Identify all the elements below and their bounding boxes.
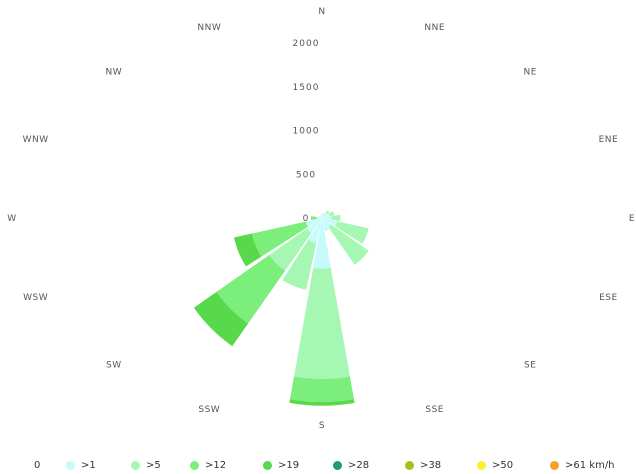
petal-ne-gt5 <box>325 210 330 215</box>
direction-label-nne: NNE <box>424 23 445 33</box>
radial-tick-500: 500 <box>296 170 316 180</box>
petal-wsw-gt12 <box>251 221 309 257</box>
radial-tick-1500: 1500 <box>293 83 320 93</box>
petal-sw-gt1 <box>306 218 322 234</box>
petal-wsw-gt1 <box>305 218 322 227</box>
direction-label-ne: NE <box>523 68 536 78</box>
radial-tick-1000: 1000 <box>293 127 320 137</box>
legend-item-gt38[interactable]: >38 <box>405 456 441 474</box>
direction-label-e: E <box>629 214 635 224</box>
petal-ene-gt5 <box>328 211 335 217</box>
petal-ne-gt1 <box>322 212 328 218</box>
petal-sw-gt12 <box>216 254 286 324</box>
petal-nw-gt1 <box>319 215 322 218</box>
petal-sw-gt5 <box>269 228 312 271</box>
legend-label: 0 <box>34 459 41 471</box>
petal-ese-gt5 <box>335 221 369 244</box>
legend-swatch <box>550 460 559 470</box>
legend-swatch <box>405 460 414 470</box>
legend-label: >38 <box>420 459 442 471</box>
legend-item-gt50[interactable]: >50 <box>477 456 513 474</box>
petal-s-gt12 <box>290 376 354 402</box>
direction-label-n: N <box>318 7 325 17</box>
petal-ese-gt1 <box>322 218 338 227</box>
radial-tick-2000: 2000 <box>293 39 320 49</box>
petal-sse-gt1 <box>322 218 330 232</box>
petal-e-gt5 <box>331 214 341 222</box>
legend-label: >50 <box>492 459 514 471</box>
legend-label: >28 <box>348 459 370 471</box>
legend-swatch <box>333 460 342 470</box>
petal-se-gt1 <box>322 218 332 228</box>
direction-label-ssw: SSW <box>198 405 220 415</box>
legend-item-gt61[interactable]: >61 km/h <box>550 456 615 474</box>
petal-ssw-gt1 <box>308 218 322 244</box>
petal-sw-gt19 <box>193 291 249 347</box>
direction-label-sw: SW <box>106 360 122 370</box>
petal-nnw-gt1 <box>320 215 322 218</box>
legend-item-gt12[interactable]: >12 <box>190 456 226 474</box>
legend-item-0[interactable]: 0 <box>34 456 40 474</box>
direction-labels: N NNE NE ENE E ESE SE SSE S SSW SW WSW W WNW NW NNW <box>7 7 635 431</box>
legend-swatch <box>263 460 272 470</box>
petal-w-gt1 <box>316 217 322 219</box>
legend-label: >1 <box>81 459 96 471</box>
petal-w-gt12 <box>310 216 317 220</box>
legend-item-gt28[interactable]: >28 <box>333 456 369 474</box>
legend: 0 >1 >5 >12 >19 >28 >38 >50 >61 km/h <box>0 456 636 474</box>
direction-label-ese: ESE <box>599 293 618 303</box>
direction-label-wsw: WSW <box>23 293 48 303</box>
legend-swatch <box>190 460 199 470</box>
direction-label-sse: SSE <box>425 405 444 415</box>
petal-e-gt1 <box>322 216 332 220</box>
legend-label: >61 km/h <box>565 459 615 471</box>
petal-nne-gt1 <box>322 212 325 218</box>
petal-n-gt1 <box>321 213 323 218</box>
petal-ene-gt1 <box>322 213 331 218</box>
petal-se-gt5 <box>328 224 369 265</box>
petal-ssw-gt5 <box>282 239 317 290</box>
petal-s-gt19 <box>289 399 355 406</box>
legend-label: >12 <box>205 459 227 471</box>
direction-label-wnw: WNW <box>23 135 49 145</box>
wind-rose-petals <box>193 210 369 406</box>
legend-label: >19 <box>278 459 300 471</box>
petal-wsw-gt19 <box>233 233 262 267</box>
direction-label-se: SE <box>524 360 536 370</box>
legend-label: >5 <box>146 459 161 471</box>
legend-item-gt5[interactable]: >5 <box>131 456 161 474</box>
radial-axis-labels: 0 500 1000 1500 2000 <box>293 39 320 224</box>
legend-item-gt1[interactable]: >1 <box>66 456 96 474</box>
petal-s-gt1 <box>313 218 331 269</box>
legend-swatch <box>131 460 140 470</box>
direction-label-s: S <box>319 421 325 431</box>
direction-label-ene: ENE <box>599 135 619 145</box>
direction-label-w: W <box>7 214 16 224</box>
legend-item-gt19[interactable]: >19 <box>263 456 299 474</box>
direction-label-nw: NW <box>105 68 122 78</box>
direction-label-nnw: NNW <box>197 23 221 33</box>
petal-wnw-gt1 <box>318 216 322 218</box>
legend-swatch <box>477 460 486 470</box>
petal-s-gt5 <box>294 267 350 380</box>
radial-tick-0: 0 <box>303 214 310 224</box>
legend-swatch <box>66 460 75 470</box>
